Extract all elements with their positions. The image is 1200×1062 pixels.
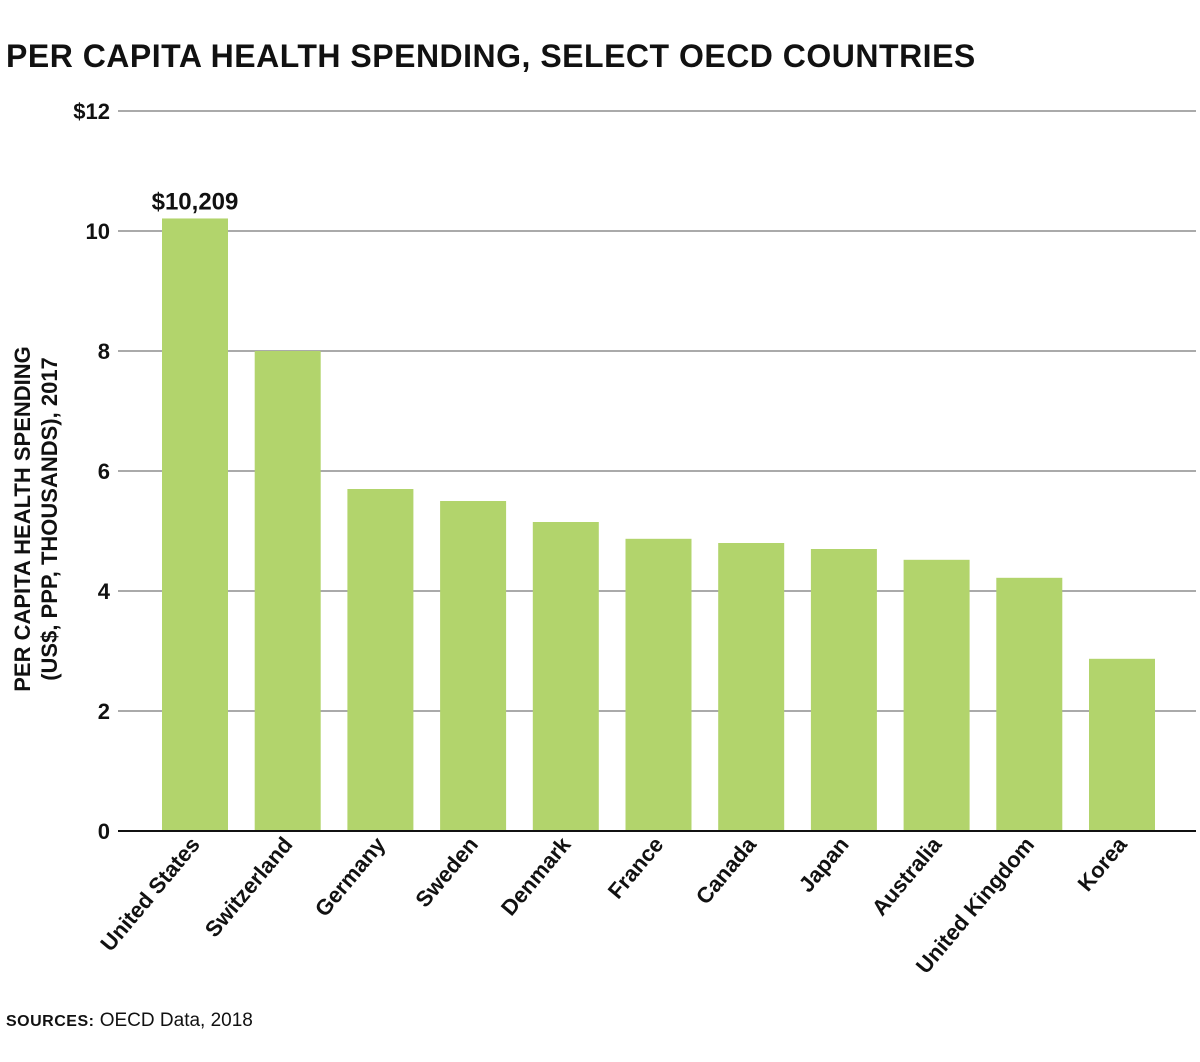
x-tick-label: Canada bbox=[691, 832, 762, 910]
bar bbox=[162, 218, 228, 831]
bar bbox=[1089, 658, 1155, 831]
bar bbox=[718, 543, 785, 831]
y-axis-label-line: (US$, PPP, THOUSANDS), 2017 bbox=[37, 357, 62, 681]
bar bbox=[996, 577, 1063, 831]
bar bbox=[440, 501, 507, 831]
y-tick-label: 6 bbox=[98, 459, 110, 484]
x-tick-label: United States bbox=[95, 832, 205, 956]
bar bbox=[347, 489, 414, 831]
bar bbox=[625, 538, 692, 831]
x-tick-label: France bbox=[603, 832, 669, 903]
y-tick-label: 8 bbox=[98, 339, 110, 364]
x-tick-label: Germany bbox=[310, 832, 391, 922]
bar bbox=[254, 351, 321, 831]
x-tick-label: Sweden bbox=[410, 832, 483, 912]
source-note: SOURCES: OECD Data, 2018 bbox=[6, 1010, 253, 1032]
x-tick-label: Australia bbox=[867, 832, 947, 921]
bar bbox=[810, 549, 877, 831]
x-tick-label: Korea bbox=[1073, 832, 1133, 896]
source-text: OECD Data, 2018 bbox=[99, 1010, 253, 1031]
y-axis-label: PER CAPITA HEALTH SPENDING(US$, PPP, THO… bbox=[10, 346, 62, 692]
x-tick-label: Denmark bbox=[496, 832, 576, 921]
y-tick-label: 0 bbox=[98, 819, 110, 844]
chart-title: PER CAPITA HEALTH SPENDING, SELECT OECD … bbox=[6, 38, 976, 74]
x-tick-label: Japan bbox=[794, 832, 854, 897]
data-label: $10,209 bbox=[152, 188, 239, 215]
y-tick-label: 4 bbox=[98, 579, 111, 604]
y-axis-label-line: PER CAPITA HEALTH SPENDING bbox=[10, 346, 35, 692]
bar bbox=[532, 522, 599, 831]
bars bbox=[162, 218, 1155, 831]
bar bbox=[903, 559, 970, 831]
y-tick-label: $12 bbox=[73, 99, 110, 124]
x-tick-label: Switzerland bbox=[200, 832, 298, 942]
y-tick-label: 10 bbox=[86, 219, 110, 244]
y-tick-label: 2 bbox=[98, 699, 110, 724]
source-label: SOURCES: bbox=[6, 1013, 95, 1030]
